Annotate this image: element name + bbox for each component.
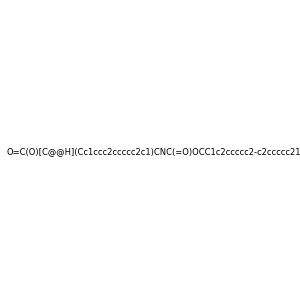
Text: O=C(O)[C@@H](Cc1ccc2ccccc2c1)CNC(=O)OCC1c2ccccc2-c2ccccc21: O=C(O)[C@@H](Cc1ccc2ccccc2c1)CNC(=O)OCC1… bbox=[7, 147, 300, 156]
